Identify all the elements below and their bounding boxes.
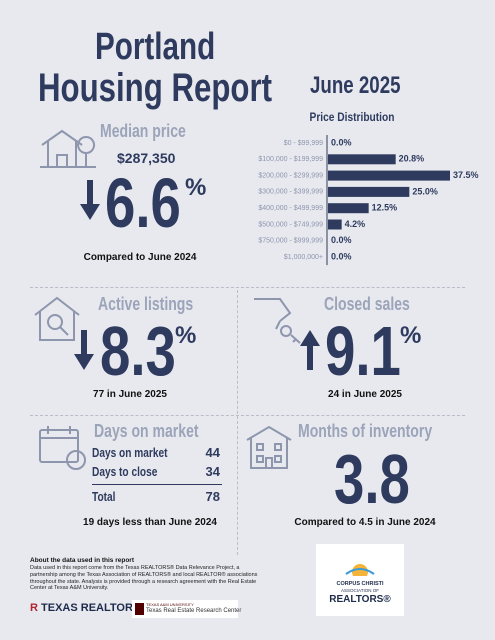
- about-text: Data used in this report come from the T…: [30, 565, 258, 592]
- note: 77 in June 2025: [93, 389, 167, 400]
- rule: [92, 484, 222, 485]
- period: June 2025: [310, 72, 401, 99]
- bar: [328, 186, 410, 197]
- row-value: 78: [205, 489, 220, 504]
- search-house-icon: [34, 296, 80, 341]
- category-label: $1,000,000+: [284, 254, 323, 261]
- price-chart: Price Distribution $0 - $99,999 0.0% $100,…: [258, 111, 479, 266]
- category-label: $500,000 - $749,999: [258, 221, 323, 228]
- trend-arrow: [80, 180, 100, 220]
- bar: [328, 154, 396, 165]
- heading: Closed sales: [324, 294, 410, 314]
- heading: Months of inventory: [298, 421, 433, 441]
- unit: %: [175, 322, 197, 349]
- heading: Days on market: [94, 421, 199, 441]
- logo-text: TEXAS A&M UNIVERSITY: [146, 602, 194, 607]
- value-label: 20.8%: [399, 154, 425, 164]
- logo-text: TEXAS REALTORS: [41, 602, 141, 614]
- title: Portland: [95, 26, 216, 68]
- logo-text: ASSOCIATION OF: [341, 588, 379, 593]
- row-value: 34: [205, 464, 220, 479]
- heading: Median price: [100, 121, 186, 141]
- house-icon: [40, 129, 96, 168]
- value-label: 37.5%: [453, 170, 479, 180]
- note: Compared to 4.5 in June 2024: [294, 517, 436, 528]
- unit: %: [400, 322, 422, 349]
- trend-arrow: [74, 330, 94, 370]
- about-title: About the data used in this report: [30, 557, 135, 564]
- building-icon: [246, 425, 292, 469]
- value-label: 0.0%: [331, 137, 352, 147]
- value-label: 0.0%: [331, 235, 352, 245]
- divider: [30, 287, 465, 288]
- divider: [237, 290, 238, 555]
- calendar-icon: [39, 426, 86, 470]
- heading: Active listings: [98, 294, 194, 314]
- row-label: Days on market: [92, 445, 168, 460]
- logo-mark: [135, 603, 144, 615]
- category-label: $0 - $99,999: [284, 140, 323, 147]
- row-label: Total: [92, 489, 116, 504]
- logo-text: Texas Real Estate Research Center: [146, 608, 242, 614]
- row-label: Days to close: [92, 464, 158, 479]
- bar: [328, 170, 450, 181]
- logo-research-center: TEXAS A&M UNIVERSITY Texas Real Estate R…: [132, 600, 242, 618]
- category-label: $400,000 - $499,999: [258, 205, 323, 212]
- note: 24 in June 2025: [328, 389, 402, 400]
- value-label: 4.2%: [345, 219, 366, 229]
- logo-corpus-christi: CORPUS CHRISTI ASSOCIATION OF REALTORS®: [316, 544, 404, 616]
- trend-arrow: [300, 330, 320, 370]
- category-label: $100,000 - $199,999: [258, 156, 323, 163]
- category-label: $300,000 - $399,999: [258, 189, 323, 196]
- logo-text: REALTORS®: [329, 594, 391, 605]
- inventory-value: 3.8: [334, 440, 410, 518]
- category-label: $750,000 - $999,999: [258, 238, 323, 245]
- title: Housing Report: [38, 66, 272, 110]
- value-label: 25.0%: [412, 186, 438, 196]
- chart-title: Price Distribution: [310, 111, 395, 124]
- note: 19 days less than June 2024: [83, 517, 217, 528]
- category-label: $200,000 - $299,999: [258, 172, 323, 179]
- change-value: 9.1: [325, 312, 401, 390]
- change-value: 8.3: [100, 312, 176, 390]
- logo-texas-realtors: R TEXAS REALTORS: [30, 602, 141, 614]
- value-label: 12.5%: [372, 203, 398, 213]
- unit: %: [185, 174, 207, 201]
- logo-text: CORPUS CHRISTI: [336, 581, 384, 587]
- row-value: 44: [205, 445, 220, 460]
- note: Compared to June 2024: [83, 252, 197, 263]
- change-value: 6.6: [105, 164, 181, 242]
- key-icon: [254, 298, 301, 344]
- divider: [30, 415, 465, 416]
- sun-icon: [345, 564, 375, 576]
- value-label: 0.0%: [331, 251, 352, 261]
- median-value: $287,350: [117, 150, 176, 166]
- bar: [328, 203, 369, 214]
- bar: [328, 219, 342, 230]
